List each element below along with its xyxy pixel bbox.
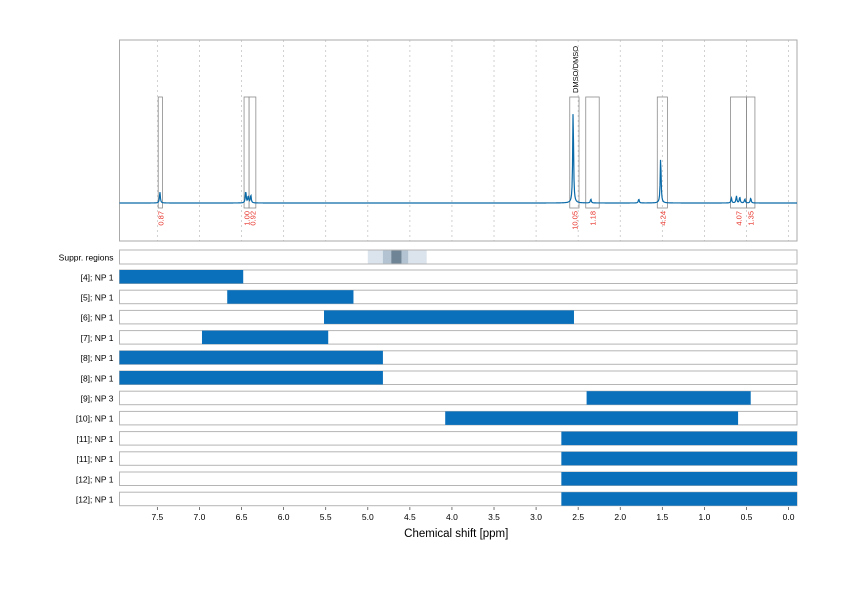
x-tick-label: 5.0 [362, 512, 374, 522]
suppressed-regions-track [119, 249, 798, 265]
range-label: [7]; NP 1 [81, 333, 114, 343]
range-bar [561, 472, 797, 486]
integration-box [656, 96, 668, 209]
x-tick-label: 7.0 [194, 512, 206, 522]
range-track [119, 289, 798, 305]
range-label: [4]; NP 1 [81, 272, 114, 282]
x-tick-label: 2.0 [614, 512, 626, 522]
integration-box [248, 96, 257, 209]
range-label: [10]; NP 1 [76, 414, 114, 424]
range-label: [9]; NP 3 [81, 393, 114, 403]
range-bar [119, 371, 383, 385]
integration-label: 1.35 [747, 211, 756, 226]
range-label: [12]; NP 1 [76, 474, 114, 484]
range-bar [119, 350, 383, 365]
integration-label: 0.87 [156, 211, 165, 226]
range-bar [561, 492, 797, 506]
integration-label: 4.24 [658, 211, 667, 226]
x-tick-label: 5.5 [320, 512, 332, 522]
range-label: [8]; NP 1 [81, 353, 114, 363]
grid-lines [156, 40, 789, 241]
integration-label: 1.00 [243, 211, 252, 226]
integration-label: 0.92 [249, 211, 258, 226]
integration-label: 10.05 [570, 211, 579, 230]
x-tick-label: 6.0 [278, 512, 290, 522]
integration-labels: 0.87 1.000.92 10.05 1.18 4.24 4.07 1.35 [156, 211, 755, 230]
suppressed-regions-label: Suppr. regions [59, 253, 114, 263]
range-label: [5]; NP 1 [81, 292, 114, 302]
range-label: [11]; NP 1 [76, 434, 113, 444]
suppressed-regions-row: Suppr. regions [59, 249, 798, 265]
spectrum-panel [119, 39, 798, 242]
x-tick-label: 3.5 [488, 512, 500, 522]
integration-label: 4.07 [735, 211, 744, 226]
integration-box [569, 96, 580, 209]
x-tick-label: 1.0 [699, 512, 711, 522]
integration-boxes [157, 96, 756, 209]
x-tick-label: 1.5 [656, 512, 668, 522]
x-tick-label: 7.5 [151, 512, 163, 522]
solvent-annotations: DMSO/DMSO [571, 46, 580, 93]
x-tick-label: 0.0 [783, 512, 795, 522]
integration-box [746, 96, 756, 209]
suppressed-region-band [391, 250, 402, 264]
range-bar [119, 270, 244, 284]
spectrum-line [119, 114, 797, 204]
range-bar [561, 451, 797, 466]
integration-label: 1.18 [589, 211, 598, 226]
range-label: [12]; NP 1 [76, 494, 114, 504]
solvent-label: DMSO/DMSO [571, 46, 580, 93]
range-bar [561, 431, 797, 446]
x-tick-label: 4.0 [446, 512, 458, 522]
x-tick-label: 6.5 [236, 512, 248, 522]
x-tick-label: 0.5 [741, 512, 753, 522]
integration-box [157, 96, 163, 209]
integration-box [585, 96, 600, 209]
range-rows: [4]; NP 1 [5]; NP 1 [6]; NP 1 [7]; NP 1 [8];… [76, 269, 798, 507]
range-bar [324, 310, 574, 324]
range-label: [8]; NP 1 [81, 373, 114, 383]
range-bar [445, 411, 739, 425]
range-label: [6]; NP 1 [81, 313, 114, 323]
x-axis-label: Chemical shift [ppm] [404, 528, 508, 540]
x-tick-label: 2.5 [572, 512, 584, 522]
range-bar [201, 330, 329, 345]
x-axis: 7.5 7.0 6.5 6.0 5.5 5.0 4.5 4.0 3.5 3.0 2.5 2.0 1.5 1… [151, 507, 795, 522]
range-bar [227, 290, 354, 304]
x-tick-label: 4.5 [404, 512, 416, 522]
x-tick-label: 3.0 [530, 512, 542, 522]
range-label: [11]; NP 1 [76, 454, 113, 464]
range-bar [586, 391, 751, 405]
